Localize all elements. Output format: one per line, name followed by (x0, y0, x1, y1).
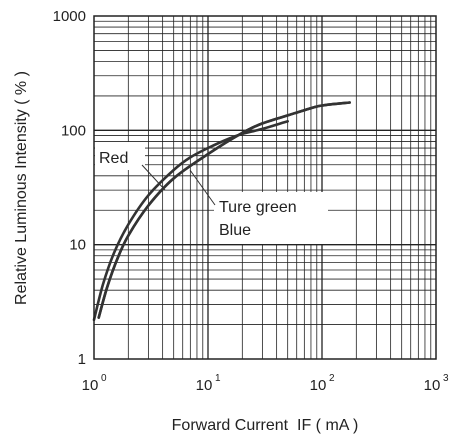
x-tick-exponent: 2 (329, 373, 335, 384)
y-axis-title: Relative Luminous Intensity ( % ) (13, 71, 30, 305)
y-tick-label: 1000 (53, 8, 86, 25)
true-green-series-label: Ture green (219, 199, 297, 216)
y-tick-labels: 1 10 100 1000 (53, 8, 86, 368)
red-label-box: Red (95, 142, 145, 170)
series-curves (92, 101, 351, 322)
red-series-label: Red (99, 150, 128, 167)
green-blue-label-box: Ture green Blue (214, 192, 328, 244)
x-axis-title: Forward Current IF ( mA ) (172, 417, 359, 434)
x-tick-label: 10 (424, 377, 441, 394)
y-tick-label: 1 (78, 351, 86, 368)
x-tick-exponent: 1 (215, 373, 221, 384)
y-tick-label: 100 (61, 122, 86, 139)
x-tick-exponent: 3 (443, 373, 449, 384)
x-tick-exponent: 0 (101, 373, 107, 384)
blue-series-label: Blue (219, 222, 251, 239)
x-tick-label: 10 (196, 377, 213, 394)
grid (94, 16, 436, 359)
y-tick-label: 10 (69, 237, 86, 254)
green-leader-line (189, 169, 216, 206)
x-tick-label: 10 (310, 377, 327, 394)
x-tick-label: 10 (82, 377, 99, 394)
plot-frame (93, 15, 437, 360)
red-leader-line (141, 164, 166, 191)
x-tick-labels: 10 0 10 1 10 2 10 3 (82, 373, 449, 394)
series-line-blue (97, 101, 351, 319)
